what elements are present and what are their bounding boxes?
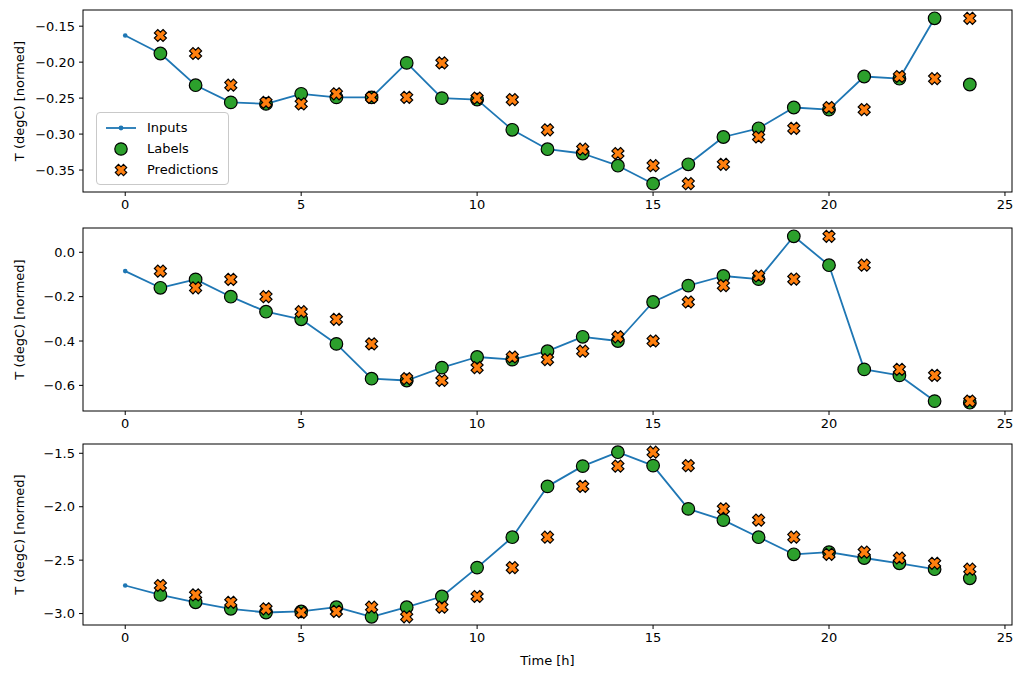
predictions-x-icon bbox=[105, 162, 137, 178]
x-tick-label: 0 bbox=[121, 197, 129, 212]
y-tick-label: −0.6 bbox=[43, 378, 75, 393]
chart-canvas: 0510152025−0.15−0.20−0.25−0.30−0.35T (de… bbox=[0, 0, 1023, 679]
series-inputs bbox=[123, 450, 937, 619]
y-tick-label: −2.0 bbox=[43, 499, 75, 514]
legend-label-labels: Labels bbox=[147, 141, 189, 157]
legend-label-inputs: Inputs bbox=[147, 120, 187, 136]
x-tick-label: 15 bbox=[645, 416, 662, 431]
y-tick-label: −3.0 bbox=[43, 606, 75, 621]
y-tick-label: −0.35 bbox=[35, 163, 75, 178]
legend-item-inputs: Inputs bbox=[105, 119, 218, 136]
series-inputs bbox=[123, 234, 937, 403]
y-tick-label: −0.2 bbox=[43, 289, 75, 304]
subplot-3: 0 5 10 15 20 25 −1.5 −2.0 −2.5 −3.0 T (degC) [norm… bbox=[12, 444, 1013, 668]
y-ticks: 0.0 −0.2 −0.4 −0.6 bbox=[43, 245, 83, 393]
figure: 0510152025−0.15−0.20−0.25−0.30−0.35T (de… bbox=[0, 0, 1023, 679]
legend: Inputs Labels Predictions bbox=[96, 112, 229, 185]
inputs-line-dot-icon bbox=[105, 120, 137, 136]
x-axis-label: Time [h] bbox=[519, 653, 574, 668]
y-tick-label: −0.25 bbox=[35, 91, 75, 106]
y-ticks: −1.5 −2.0 −2.5 −3.0 bbox=[43, 446, 83, 621]
legend-item-labels: Labels bbox=[105, 140, 218, 157]
x-tick-label: 0 bbox=[121, 630, 129, 645]
x-tick-label: 25 bbox=[997, 197, 1014, 212]
x-tick-label: 10 bbox=[469, 630, 486, 645]
x-tick-label: 5 bbox=[297, 630, 305, 645]
x-tick-label: 20 bbox=[821, 630, 838, 645]
x-ticks: 0 5 10 15 20 25 bbox=[121, 192, 1013, 212]
legend-label-predictions: Predictions bbox=[147, 162, 218, 178]
x-tick-label: 15 bbox=[645, 197, 662, 212]
y-tick-label: −2.5 bbox=[43, 553, 75, 568]
x-tick-label: 10 bbox=[469, 416, 486, 431]
y-tick-label: −0.4 bbox=[43, 334, 75, 349]
series-predictions bbox=[154, 446, 975, 623]
x-tick-label: 5 bbox=[297, 416, 305, 431]
x-tick-label: 5 bbox=[297, 197, 305, 212]
y-axis-label: T (degC) [normed] bbox=[12, 259, 27, 380]
y-ticks: −0.15 −0.20 −0.25 −0.30 −0.35 bbox=[35, 19, 83, 178]
y-tick-label: −0.30 bbox=[35, 127, 75, 142]
y-tick-label: 0.0 bbox=[54, 245, 75, 260]
y-tick-label: −1.5 bbox=[43, 446, 75, 461]
x-tick-label: 25 bbox=[997, 416, 1014, 431]
series-labels bbox=[154, 446, 976, 623]
x-tick-label: 20 bbox=[821, 416, 838, 431]
y-tick-label: −0.15 bbox=[35, 19, 75, 34]
x-ticks: 0 5 10 15 20 25 bbox=[121, 411, 1013, 431]
y-axis-label: T (degC) [normed] bbox=[12, 41, 27, 162]
series-predictions bbox=[154, 230, 975, 407]
x-tick-label: 0 bbox=[121, 416, 129, 431]
x-ticks: 0 5 10 15 20 25 bbox=[121, 625, 1013, 645]
x-tick-label: 15 bbox=[645, 630, 662, 645]
legend-item-predictions: Predictions bbox=[105, 161, 218, 178]
series-inputs bbox=[123, 16, 937, 186]
subplot-2: 0 5 10 15 20 25 0.0 −0.2 −0.4 −0.6 T (degC) [norme… bbox=[12, 228, 1013, 431]
labels-circle-icon bbox=[105, 141, 137, 157]
y-tick-label: −0.20 bbox=[35, 55, 75, 70]
axes-frame bbox=[83, 228, 1012, 411]
x-tick-label: 20 bbox=[821, 197, 838, 212]
y-axis-label: T (degC) [normed] bbox=[12, 474, 27, 595]
x-tick-label: 25 bbox=[997, 630, 1014, 645]
x-tick-label: 10 bbox=[469, 197, 486, 212]
series-labels bbox=[154, 230, 976, 409]
